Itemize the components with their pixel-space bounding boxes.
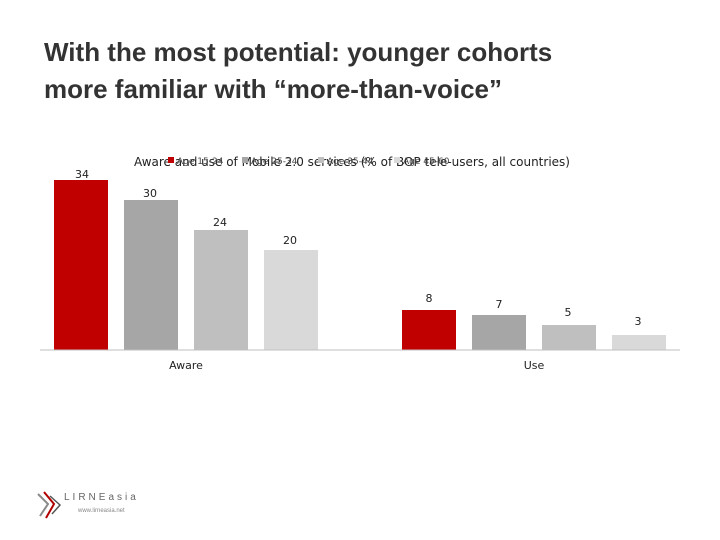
data-label: 34 [75, 168, 89, 181]
slide-title-line-1: With the most potential: younger cohorts [44, 37, 553, 67]
bar [472, 315, 526, 350]
data-label: 7 [496, 298, 503, 311]
data-label: 20 [283, 234, 297, 247]
bar [54, 180, 108, 350]
lirneasia-logo: LIRNEasia www.lirneasia.net [34, 488, 154, 524]
legend-label: Age 45-60 [403, 157, 450, 167]
legend-swatch [242, 157, 248, 163]
legend-swatch [394, 157, 400, 163]
slide-title-line-2: more familiar with “more-than-voice” [44, 74, 502, 104]
bar [124, 200, 178, 350]
legend-swatch [318, 157, 324, 163]
logo-url: www.lirneasia.net [78, 508, 125, 514]
legend-label: Age 25-34 [251, 157, 298, 167]
bar [264, 250, 318, 350]
x-tick-label: Use [524, 359, 545, 372]
legend-swatch [168, 157, 174, 163]
logo-mark-icon [37, 491, 62, 519]
bar [402, 310, 456, 350]
slide-title: With the most potential: younger cohorts… [44, 34, 684, 108]
data-label: 5 [565, 306, 572, 319]
x-tick-label: Aware [169, 359, 203, 372]
bar [194, 230, 248, 350]
legend-label: Age 35-44 [327, 157, 374, 167]
bar [542, 325, 596, 350]
data-label: 8 [426, 292, 433, 305]
data-label: 30 [143, 187, 157, 200]
logo-wordmark: LIRNEasia [64, 492, 139, 503]
legend-label: Age 15-24 [177, 157, 224, 167]
data-label: 24 [213, 216, 227, 229]
bar [612, 335, 666, 350]
data-label: 3 [635, 315, 642, 328]
